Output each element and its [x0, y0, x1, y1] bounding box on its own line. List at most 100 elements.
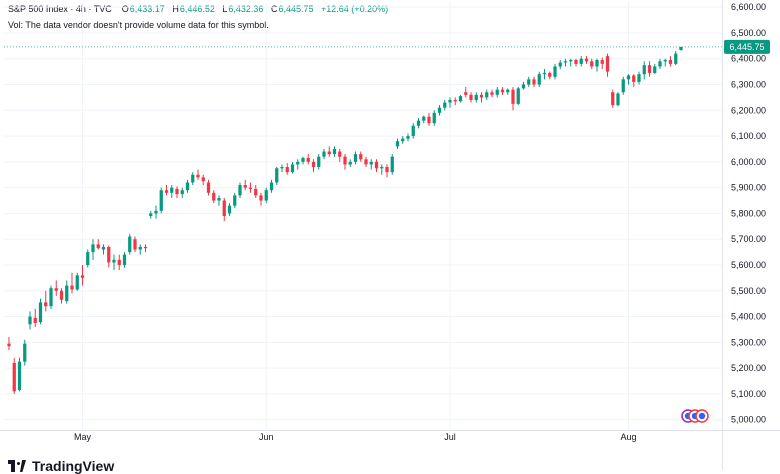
candle-body[interactable] [33, 317, 37, 323]
candle-body[interactable] [500, 89, 505, 93]
candle-body[interactable] [401, 138, 405, 142]
candle-body[interactable] [642, 65, 646, 75]
candle-body[interactable] [432, 112, 436, 124]
candle-body[interactable] [23, 343, 27, 362]
candle-body[interactable] [149, 213, 153, 216]
candle-body[interactable] [511, 89, 515, 104]
candle-body[interactable] [364, 159, 368, 165]
candle-body[interactable] [122, 254, 127, 265]
candle-body[interactable] [59, 290, 64, 300]
candle-body[interactable] [448, 99, 452, 103]
candle-body[interactable] [191, 174, 195, 183]
candle-body[interactable] [663, 60, 667, 62]
candle-body[interactable] [185, 182, 190, 191]
candle-body[interactable] [7, 343, 11, 347]
candle-body[interactable] [138, 246, 142, 250]
candle-body[interactable] [406, 136, 410, 139]
candle-body[interactable] [653, 66, 657, 73]
candle-body[interactable] [128, 236, 132, 253]
candle-body[interactable] [311, 161, 316, 168]
candle-body[interactable] [143, 246, 148, 249]
candle-body[interactable] [464, 92, 468, 95]
candle-body[interactable] [527, 79, 531, 85]
candle-body[interactable] [264, 190, 268, 201]
candle-body[interactable] [521, 84, 526, 89]
candle-body[interactable] [668, 60, 673, 64]
candle-body[interactable] [490, 92, 494, 95]
candle-body[interactable] [584, 58, 589, 62]
candle-body[interactable] [227, 205, 232, 214]
candle-body[interactable] [542, 72, 547, 75]
candle-body[interactable] [117, 259, 121, 265]
candle-body[interactable] [395, 141, 400, 147]
candle-body[interactable] [49, 288, 53, 307]
candle-body[interactable] [411, 125, 415, 137]
candle-body[interactable] [458, 96, 463, 102]
candle-body[interactable] [96, 244, 100, 249]
candle-body[interactable] [54, 288, 58, 291]
candle-body[interactable] [658, 61, 662, 67]
candle-body[interactable] [574, 60, 578, 64]
candle-body[interactable] [70, 285, 74, 290]
candle-body[interactable] [80, 275, 85, 278]
candle-body[interactable] [12, 362, 16, 392]
candle-body[interactable] [437, 107, 442, 113]
candle-body[interactable] [416, 120, 421, 126]
candle-body[interactable] [469, 94, 473, 100]
candle-body[interactable] [605, 56, 610, 72]
candle-body[interactable] [290, 164, 295, 173]
candle-body[interactable] [322, 151, 326, 157]
candle-body[interactable] [133, 239, 137, 250]
tradingview-logo[interactable]: TradingView [8, 458, 114, 474]
candle-body[interactable] [180, 190, 184, 195]
candle-body[interactable] [595, 60, 599, 67]
candle-body[interactable] [600, 60, 604, 64]
candle-body[interactable] [532, 79, 536, 85]
candle-body[interactable] [359, 154, 363, 160]
candle-body[interactable] [296, 161, 300, 165]
candle-body[interactable] [275, 168, 279, 183]
candle-body[interactable] [28, 316, 32, 325]
candle-body[interactable] [548, 72, 552, 77]
candle-body[interactable] [616, 93, 620, 106]
candle-body[interactable] [243, 185, 247, 188]
candle-body[interactable] [101, 246, 106, 250]
candle-body[interactable] [332, 148, 337, 155]
candle-body[interactable] [443, 102, 447, 108]
candle-body[interactable] [553, 66, 557, 77]
candle-body[interactable] [611, 92, 615, 106]
candle-body[interactable] [164, 190, 169, 193]
candle-body[interactable] [112, 259, 116, 263]
candle-body[interactable] [422, 116, 426, 121]
candle-body[interactable] [306, 157, 310, 162]
candle-body[interactable] [563, 61, 568, 63]
candle-body[interactable] [380, 167, 384, 169]
economic-event-flag-icon[interactable] [695, 409, 709, 423]
candle-body[interactable] [65, 285, 69, 302]
candle-body[interactable] [285, 167, 289, 173]
candle-body[interactable] [212, 192, 216, 201]
candle-body[interactable] [201, 177, 205, 182]
candle-body[interactable] [343, 156, 347, 165]
candle-body[interactable] [107, 246, 111, 263]
candle-body[interactable] [353, 154, 358, 162]
candle-body[interactable] [390, 156, 394, 173]
candle-body[interactable] [579, 58, 583, 64]
candle-body[interactable] [647, 65, 652, 73]
candle-body[interactable] [427, 116, 431, 124]
candle-body[interactable] [17, 361, 22, 391]
candle-body[interactable] [317, 156, 321, 168]
candle-body[interactable] [374, 161, 379, 169]
candle-body[interactable] [75, 275, 79, 290]
candle-body[interactable] [233, 195, 237, 206]
candle-body[interactable] [91, 244, 95, 253]
candle-body[interactable] [495, 89, 499, 95]
candle-body[interactable] [175, 188, 179, 195]
candle-body[interactable] [338, 151, 342, 157]
candle-body[interactable] [590, 61, 594, 67]
candle-body[interactable] [485, 92, 489, 98]
candle-body[interactable] [254, 188, 258, 196]
candle-body[interactable] [385, 167, 389, 173]
